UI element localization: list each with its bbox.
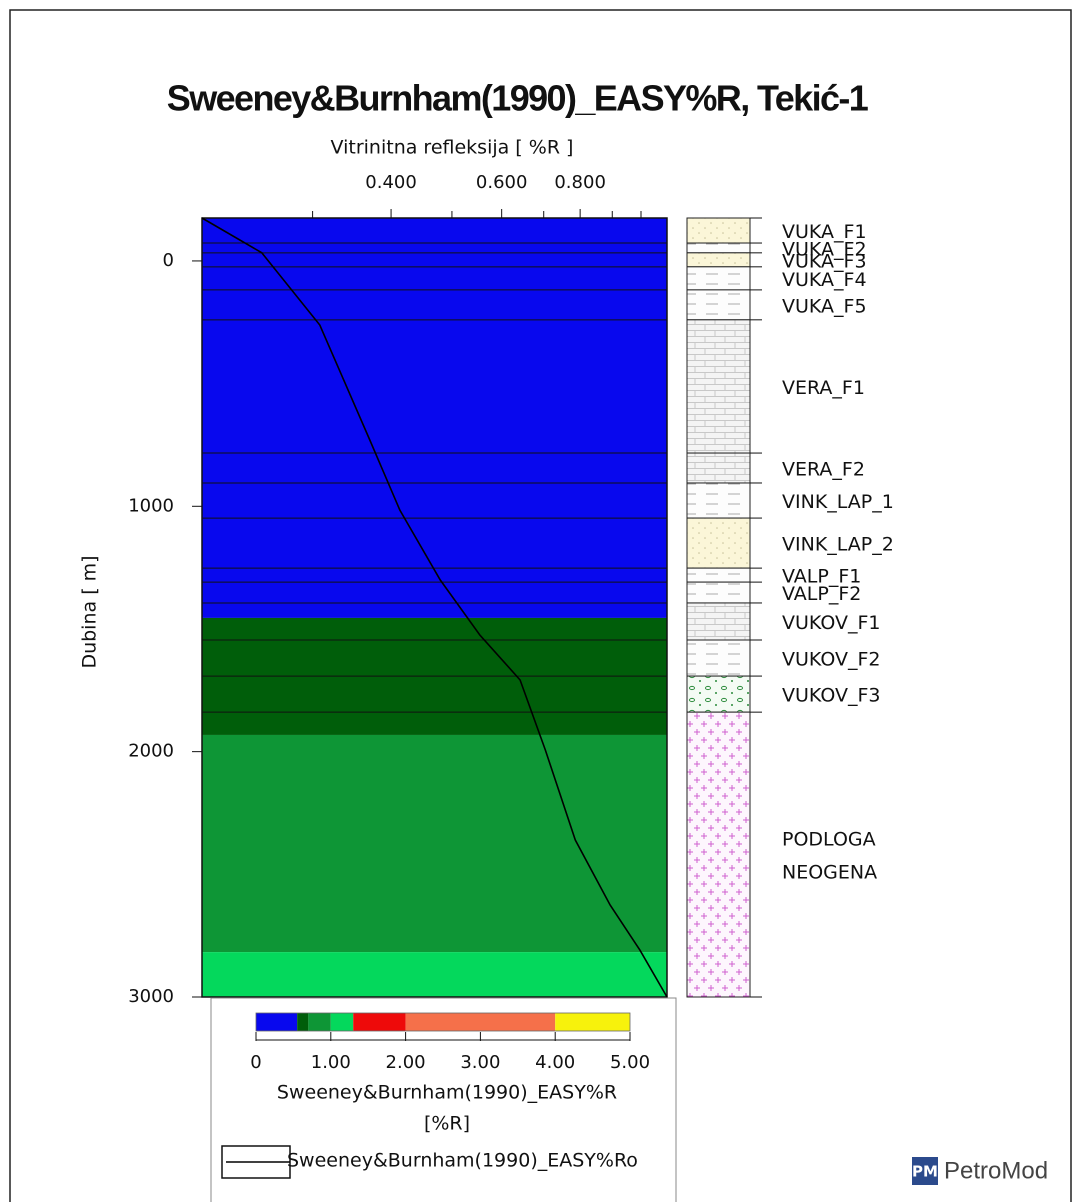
formation-label: VUKA_F4 bbox=[782, 269, 867, 291]
colorbar-tick-label: 1.00 bbox=[311, 1052, 351, 1073]
lithology-cell bbox=[687, 640, 750, 676]
colorbar-segment bbox=[308, 1013, 330, 1031]
lithology-cell bbox=[687, 267, 750, 290]
lithology-cell bbox=[687, 483, 750, 518]
colorbar-tick-label: 4.00 bbox=[535, 1052, 575, 1073]
y-tick-label: 3000 bbox=[128, 986, 174, 1007]
lithology-cell bbox=[687, 218, 750, 243]
x-tick-label: 0.600 bbox=[476, 172, 528, 193]
lithology-cell bbox=[687, 603, 750, 640]
y-tick-label: 1000 bbox=[128, 495, 174, 516]
plot-area: VUKA_F1VUKA_F2VUKA_F3VUKA_F4VUKA_F5VERA_… bbox=[128, 172, 894, 1007]
formation-label: VALP_F2 bbox=[782, 583, 861, 605]
logo-text: PetroMod bbox=[944, 1157, 1048, 1184]
formation-label: VUKA_F5 bbox=[782, 295, 867, 317]
colorbar-segment bbox=[256, 1013, 297, 1031]
x-tick-label: 0.800 bbox=[554, 172, 606, 193]
y-axis-title: Dubina [ m] bbox=[79, 555, 101, 668]
colorbar-tick-label: 0 bbox=[250, 1052, 261, 1073]
lithology-cell bbox=[687, 712, 750, 997]
lithology-cell bbox=[687, 320, 750, 453]
colorbar-segment bbox=[406, 1013, 556, 1031]
colorbar-segment bbox=[353, 1013, 405, 1031]
colorbar-tick-label: 5.00 bbox=[610, 1052, 650, 1073]
formation-label: VERA_F2 bbox=[782, 459, 865, 481]
formation-label: VUKOV_F2 bbox=[782, 649, 880, 671]
lithology-cell bbox=[687, 243, 750, 253]
formation-label: VINK_LAP_1 bbox=[782, 491, 894, 513]
lithology-cell bbox=[687, 253, 750, 267]
formation-label: VERA_F1 bbox=[782, 377, 865, 399]
formation-label: VUKOV_F3 bbox=[782, 685, 880, 707]
lithology-cell bbox=[687, 290, 750, 320]
maturity-band bbox=[202, 735, 667, 952]
maturity-band bbox=[202, 952, 667, 997]
lithology-cell bbox=[687, 453, 750, 483]
colorbar-tick-label: 3.00 bbox=[460, 1052, 500, 1073]
colorbar-segment bbox=[555, 1013, 630, 1031]
formation-label: VUKOV_F1 bbox=[782, 612, 880, 634]
formation-label: VINK_LAP_2 bbox=[782, 534, 894, 556]
formation-label: PODLOGA bbox=[782, 829, 876, 851]
y-tick-label: 2000 bbox=[128, 741, 174, 762]
logo-icon: PM bbox=[912, 1163, 938, 1181]
lithology-cell bbox=[687, 676, 750, 712]
colorbar-segment bbox=[297, 1013, 308, 1031]
formation-label: NEOGENA bbox=[782, 862, 877, 884]
lithology-cell bbox=[687, 568, 750, 582]
maturity-band bbox=[202, 218, 667, 618]
chart: Sweeney&Burnham(1990)_EASY%R, Tekić-1 Vi… bbox=[0, 0, 1074, 1202]
y-tick-label: 0 bbox=[163, 250, 174, 271]
x-axis-title: Vitrinitna refleksija [ %R ] bbox=[331, 137, 574, 159]
x-tick-label: 0.400 bbox=[365, 172, 417, 193]
lithology-cell bbox=[687, 582, 750, 603]
colorbar-title: Sweeney&Burnham(1990)_EASY%R bbox=[277, 1082, 617, 1104]
colorbar-unit: [%R] bbox=[424, 1113, 470, 1135]
legend-label: Sweeney&Burnham(1990)_EASY%Ro bbox=[287, 1150, 638, 1172]
colorbar-tick-label: 2.00 bbox=[386, 1052, 426, 1073]
colorbar-segment bbox=[331, 1013, 353, 1031]
lithology-cell bbox=[687, 518, 750, 568]
chart-title: Sweeney&Burnham(1990)_EASY%R, Tekić-1 bbox=[167, 78, 869, 119]
